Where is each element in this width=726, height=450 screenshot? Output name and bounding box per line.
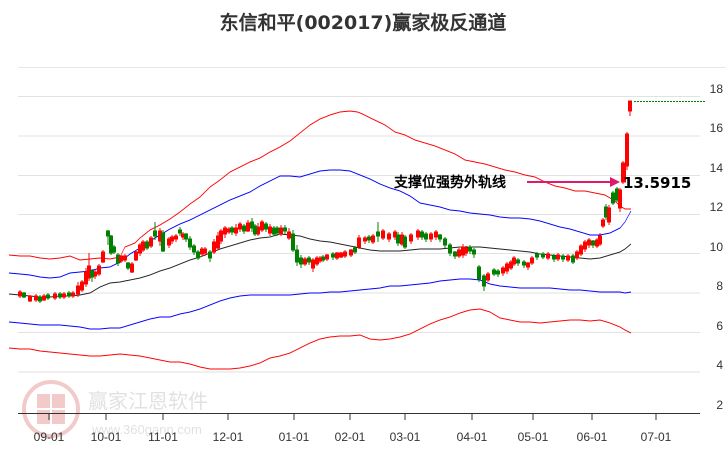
x-tick-label: 06-01 [577, 430, 608, 444]
grid [18, 96, 700, 373]
watermark-logo-icon [22, 380, 80, 438]
x-tick-label: 05-01 [518, 430, 549, 444]
x-tick-label: 04-01 [457, 430, 488, 444]
lower-outer-band [8, 308, 632, 370]
candlesticks [18, 100, 632, 303]
y-tick-12: 12 [710, 200, 724, 214]
y-tick-4: 4 [716, 358, 723, 372]
y-tick-2: 2 [716, 398, 723, 412]
upper-outer-band [8, 110, 631, 261]
y-tick-10: 10 [710, 240, 724, 254]
y-tick-6: 6 [716, 319, 723, 333]
x-tick-label: 01-01 [279, 430, 310, 444]
x-tick-label: 03-01 [390, 430, 421, 444]
chart-title: 东信和平(002017)赢家极反通道 [219, 12, 507, 34]
arrow-right-icon [610, 177, 620, 187]
x-tick-label: 02-01 [335, 430, 366, 444]
y-tick-18: 18 [710, 82, 724, 96]
watermark: 赢家江恩软件 www.360gann.com [22, 380, 208, 438]
watermark-url: www.360gann.com [91, 422, 202, 437]
annotation-value: 13.5915 [623, 174, 691, 192]
x-tick-label: 10-01 [91, 430, 122, 444]
lower-inner-band [8, 278, 632, 330]
y-tick-14: 14 [710, 161, 724, 175]
title-divider [18, 67, 726, 68]
channel-bands [8, 110, 632, 370]
watermark-name: 赢家江恩软件 [88, 389, 208, 413]
y-tick-16: 16 [710, 121, 724, 135]
x-tick-label: 07-01 [641, 430, 672, 444]
x-tick-label: 12-01 [213, 430, 244, 444]
y-tick-8: 8 [716, 279, 723, 293]
mid-line [8, 233, 632, 298]
upper-inner-band [8, 169, 632, 279]
support-annotation: 支撑位强势外轨线 13.5915 [393, 174, 691, 192]
y-axis: 18 16 14 12 10 8 6 4 2 [710, 82, 724, 412]
x-axis: 09-01 10-01 11-01 12-01 01-01 02-01 03-0… [18, 413, 700, 444]
x-tick-label: 09-01 [34, 430, 65, 444]
annotation-label: 支撑位强势外轨线 [393, 174, 506, 191]
x-tick-label: 11-01 [148, 430, 178, 444]
